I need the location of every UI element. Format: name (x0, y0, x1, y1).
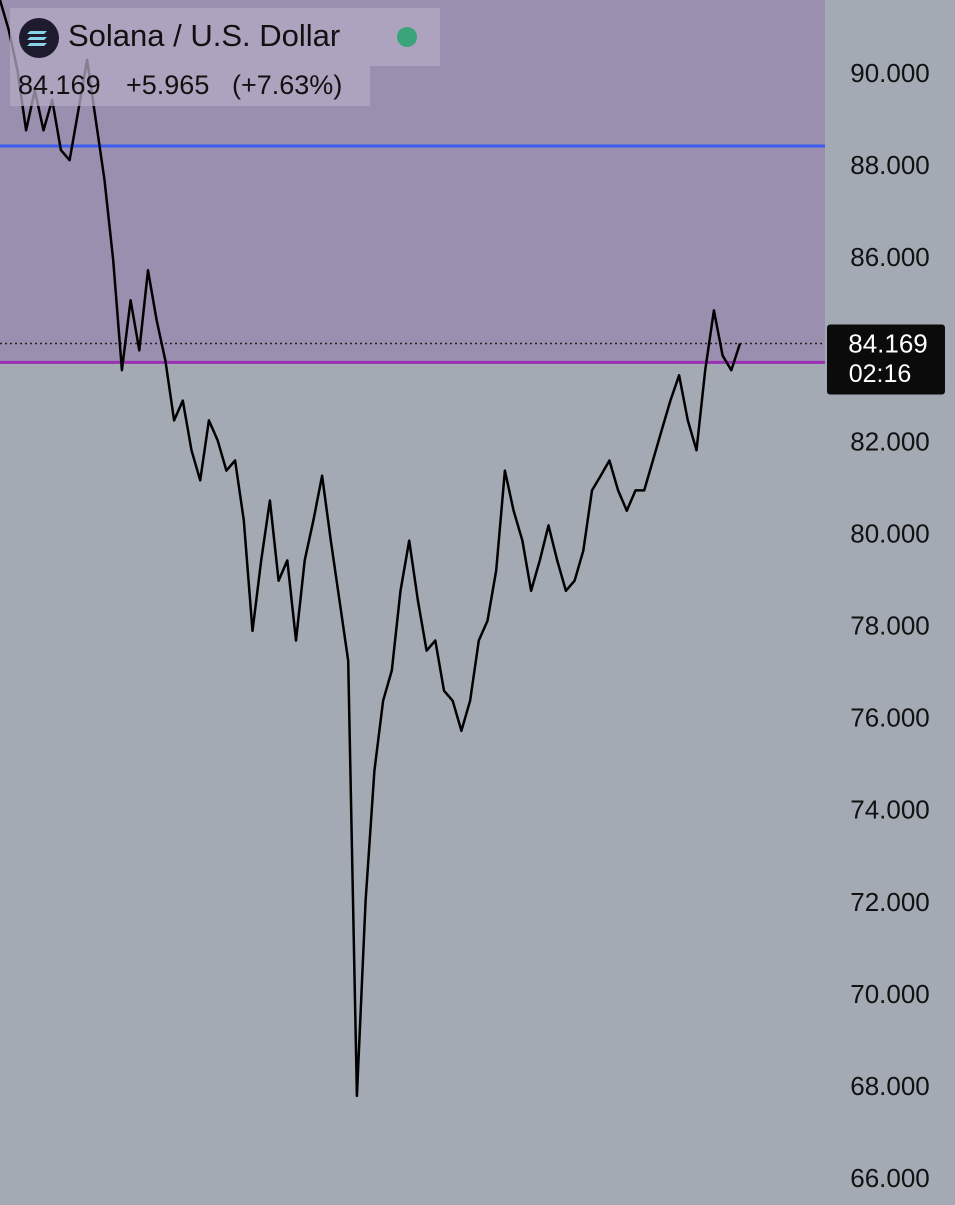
y-tick-label: 88.000 (850, 150, 930, 180)
y-tick-label: 82.000 (850, 426, 930, 456)
y-tick-label: 74.000 (850, 795, 930, 825)
header-bg (10, 66, 370, 106)
price-tag-value: 84.169 (848, 328, 928, 358)
header-bg (10, 8, 440, 66)
y-tick-label: 80.000 (850, 518, 930, 548)
y-tick-label: 68.000 (850, 1071, 930, 1101)
change: +5.965 (126, 70, 209, 100)
y-tick-label: 86.000 (850, 242, 930, 272)
status-dot (397, 27, 417, 47)
price-line (0, 0, 742, 1098)
symbol-title: Solana / U.S. Dollar (68, 18, 340, 53)
price-tag-bg (827, 324, 945, 395)
y-tick-label: 70.000 (850, 979, 930, 1009)
y-tick-label: 78.000 (850, 611, 930, 641)
y-tick-label: 72.000 (850, 887, 930, 917)
price-tag-countdown: 02:16 (849, 360, 912, 388)
change-percent: (+7.63%) (232, 70, 342, 100)
y-tick-label: 90.000 (850, 58, 930, 88)
price: 84.169 (18, 70, 101, 100)
legend-header: Solana / U.S. Dollar 84.169 +5.965 (+7.6… (10, 8, 440, 106)
icon-stripes (27, 31, 47, 46)
y-tick-label: 66.000 (850, 1163, 930, 1193)
y-tick-label: 76.000 (850, 703, 930, 733)
